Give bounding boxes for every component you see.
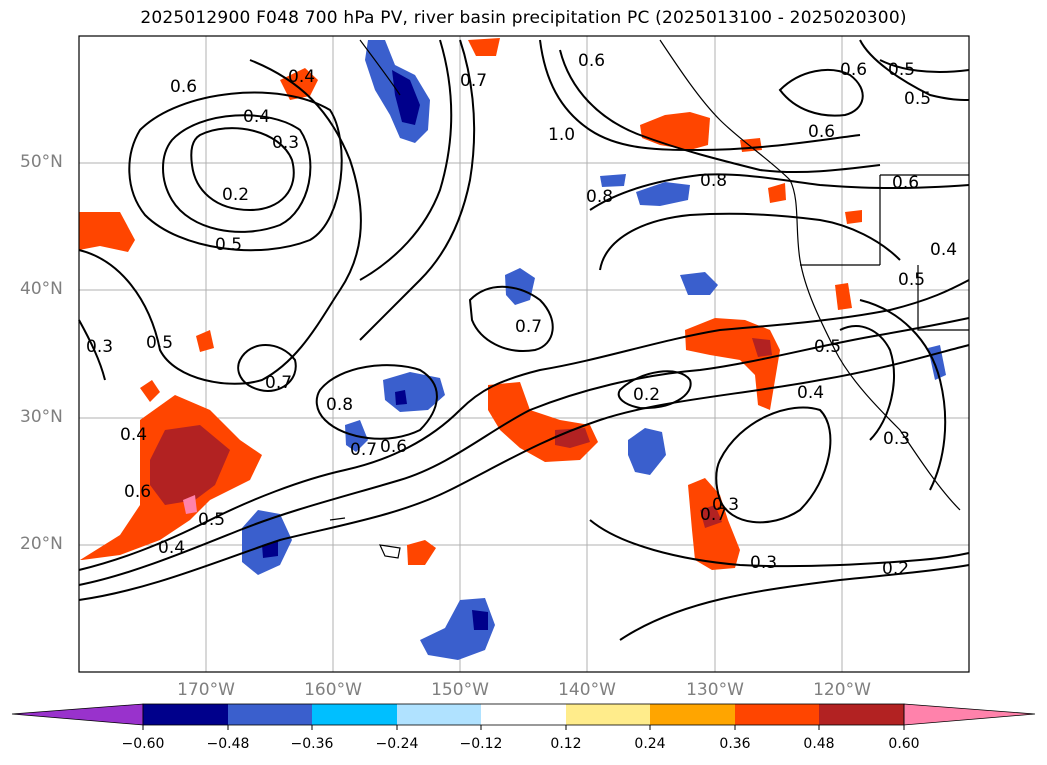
colorbar-bin: [650, 704, 735, 725]
contour-label: 0.8: [586, 187, 613, 207]
colorbar-tick-label: −0.24: [375, 736, 419, 752]
precip-positive-area: [468, 38, 500, 56]
precip-positive-core: [700, 505, 722, 528]
precip-positive-area: [280, 68, 318, 100]
colorbar-frame: [142, 703, 905, 726]
colorbar-tick-label: 0.12: [550, 736, 582, 752]
colorbar-tick-label: −0.60: [121, 736, 165, 752]
precip-positive-core: [150, 425, 230, 505]
contour-label: 0.2: [633, 385, 660, 405]
colorbar-tick-label: −0.36: [290, 736, 334, 752]
contour-labels: 0.6 0.4 0.4 0.3 0.2 0.5 0.3 0.5 0.4 0.6 …: [86, 51, 957, 579]
contour-label: 0.4: [120, 425, 147, 445]
contour-label: 0.6: [380, 437, 407, 457]
colorbar-extend-max: [903, 703, 1036, 726]
lon-label: 150°W: [431, 680, 489, 700]
contour-label: 0.5: [814, 337, 841, 357]
precip-negative-area: [628, 428, 666, 475]
colorbar-tick-label: 0.60: [888, 736, 920, 752]
colorbar-tick-label: 0.24: [634, 736, 666, 752]
precip-positive-area: [835, 283, 852, 310]
colorbar-tick-label: 0.48: [803, 736, 835, 752]
contour-label: 0.6: [124, 482, 151, 502]
contour-label: 0.4: [797, 383, 824, 403]
precip-negative-core: [472, 610, 488, 630]
contour-label: 0.7: [265, 373, 292, 393]
precip-positive-area: [768, 183, 786, 203]
map-title: 2025012900 F048 700 hPa PV, river basin …: [140, 8, 907, 28]
lon-label: 130°W: [686, 680, 744, 700]
contour-label: 0.3: [883, 429, 910, 449]
contour-label: 0.6: [808, 122, 835, 142]
precip-negative-area: [600, 174, 626, 187]
contour-label: 0.4: [158, 538, 185, 558]
precip-negative-area: [636, 182, 690, 206]
contour-label: 0.5: [904, 89, 931, 109]
colorbar-tick-label: −0.48: [206, 736, 250, 752]
map-frame: [78, 35, 970, 673]
precip-positive-area: [196, 330, 214, 352]
contour-label: 0.5: [198, 510, 225, 530]
colorbar-tick-label: −0.12: [459, 736, 503, 752]
pv-contours: [78, 39, 970, 641]
contour-label: 0.6: [578, 51, 605, 71]
contour-label: 0.5: [215, 235, 242, 255]
precip-positive-area: [140, 380, 160, 402]
precip-positive-area: [845, 210, 862, 224]
contour-label: 0.8: [326, 395, 353, 415]
contour-label: 0.3: [750, 553, 777, 573]
colorbar-bin: [397, 704, 481, 725]
colorbar-bin: [481, 704, 566, 725]
lon-label: 120°W: [813, 680, 871, 700]
colorbar: [11, 703, 1036, 730]
coastlines: [329, 39, 969, 559]
precip-positive-core: [752, 338, 772, 357]
precip-negative-area: [680, 272, 718, 295]
precip-negative-area: [505, 268, 535, 305]
lat-label: 50°N: [20, 152, 63, 172]
lon-label: 140°W: [558, 680, 616, 700]
contour-label: 0.4: [288, 67, 315, 87]
lon-label: 170°W: [177, 680, 235, 700]
colorbar-bin: [312, 704, 397, 725]
contour-label: 0.7: [350, 440, 377, 460]
colorbar-bin: [143, 704, 228, 725]
contour-label: 0.7: [460, 71, 487, 91]
contour-label: 0.2: [882, 559, 909, 579]
precip-negative-core: [392, 70, 420, 125]
colorbar-bin: [819, 704, 904, 725]
contour-label: 0.4: [930, 240, 957, 260]
contour-label: 0.6: [840, 60, 867, 80]
colorbar-bin: [228, 704, 312, 725]
precip-positive-area: [407, 540, 436, 565]
contour-label: 0.7: [700, 505, 727, 525]
contour-label: 0.6: [170, 77, 197, 97]
lat-label: 40°N: [20, 279, 63, 299]
contour-label: 0.3: [272, 133, 299, 153]
colorbar-extend-min: [11, 703, 144, 726]
contour-label: 0.2: [222, 185, 249, 205]
contour-label: 0.4: [243, 107, 270, 127]
lat-label: 30°N: [20, 407, 63, 427]
lat-label: 20°N: [20, 534, 63, 554]
precip-negative-area: [242, 510, 292, 575]
colorbar-bin: [735, 704, 819, 725]
colorbar-bin: [566, 704, 650, 725]
contour-label: 0.5: [898, 270, 925, 290]
contour-label: 0.8: [700, 171, 727, 191]
contour-label: 1.0: [548, 125, 575, 145]
contour-label: 0.3: [712, 495, 739, 515]
precip-shading: [79, 38, 946, 660]
precip-positive-peak: [183, 495, 197, 514]
contour-label: 0.5: [888, 60, 915, 80]
precip-positive-area: [79, 212, 135, 252]
lon-label: 160°W: [304, 680, 362, 700]
precip-negative-core: [395, 390, 407, 405]
contour-label: 0.7: [515, 317, 542, 337]
contour-label: 0.3: [86, 337, 113, 357]
contour-label: 0.5: [146, 333, 173, 353]
contour-label: 0.6: [892, 173, 919, 193]
colorbar-tick-label: 0.36: [719, 736, 751, 752]
